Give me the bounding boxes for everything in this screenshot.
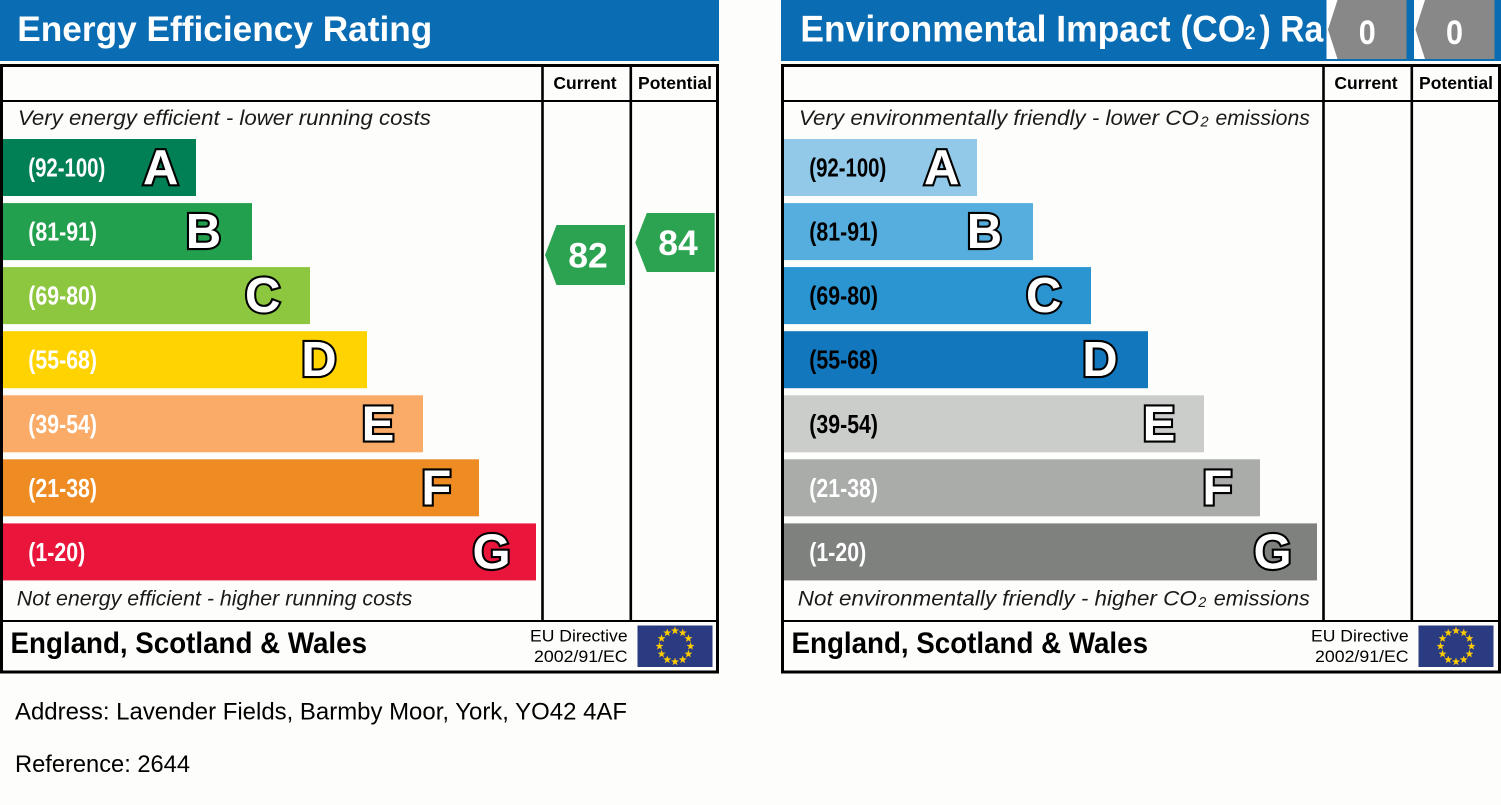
- svg-text:Address: Lavender Fields, Barm: Address: Lavender Fields, Barmby Moor, Y…: [15, 699, 627, 726]
- svg-text:(69-80): (69-80): [28, 281, 97, 311]
- svg-text:G: G: [1254, 525, 1292, 579]
- svg-text:EU Directive: EU Directive: [530, 626, 628, 645]
- svg-text:Current: Current: [1334, 73, 1397, 93]
- svg-text:F: F: [421, 461, 451, 515]
- svg-text:Potential: Potential: [1419, 73, 1493, 93]
- svg-text:C: C: [245, 269, 280, 323]
- svg-text:B: B: [967, 205, 1002, 259]
- svg-text:2: 2: [1200, 115, 1209, 131]
- svg-text:2002/91/EC: 2002/91/EC: [534, 647, 628, 666]
- svg-text:B: B: [186, 205, 221, 259]
- svg-text:) Ra: ) Ra: [1260, 8, 1324, 49]
- svg-text:(1-20): (1-20): [28, 537, 85, 567]
- svg-text:Current: Current: [553, 73, 616, 93]
- svg-text:(1-20): (1-20): [809, 537, 866, 567]
- svg-text:(39-54): (39-54): [28, 409, 97, 439]
- svg-text:G: G: [473, 525, 511, 579]
- svg-text:2: 2: [1197, 595, 1206, 611]
- svg-text:(21-38): (21-38): [809, 473, 878, 503]
- svg-text:emissions: emissions: [1216, 107, 1311, 130]
- svg-text:C: C: [1026, 269, 1061, 323]
- svg-text:(55-68): (55-68): [809, 345, 878, 375]
- svg-text:D: D: [1082, 333, 1117, 387]
- svg-text:Not energy efficient - higher: Not energy efficient - higher running co…: [17, 588, 413, 611]
- svg-text:Environmental Impact (CO: Environmental Impact (CO: [800, 8, 1245, 49]
- svg-text:Reference: 2644: Reference: 2644: [15, 751, 190, 778]
- svg-text:Very energy efficient - lower: Very energy efficient - lower running co…: [18, 107, 432, 130]
- svg-text:F: F: [1202, 461, 1232, 515]
- svg-text:(92-100): (92-100): [28, 153, 105, 183]
- svg-text:E: E: [1143, 397, 1176, 451]
- svg-text:EU Directive: EU Directive: [1311, 626, 1409, 645]
- svg-text:Potential: Potential: [638, 73, 712, 93]
- svg-text:(81-91): (81-91): [809, 217, 878, 247]
- svg-text:Energy Efficiency Rating: Energy Efficiency Rating: [17, 10, 432, 49]
- svg-text:Very environmentally friendly: Very environmentally friendly - lower CO: [799, 107, 1199, 130]
- svg-text:(55-68): (55-68): [28, 345, 97, 375]
- svg-text:England, Scotland & Wales: England, Scotland & Wales: [792, 627, 1149, 660]
- svg-text:A: A: [143, 141, 178, 195]
- svg-text:0: 0: [1446, 14, 1463, 52]
- svg-text:(39-54): (39-54): [809, 409, 878, 439]
- svg-text:(21-38): (21-38): [28, 473, 97, 503]
- svg-text:D: D: [301, 333, 336, 387]
- svg-text:(69-80): (69-80): [809, 281, 878, 311]
- svg-text:2002/91/EC: 2002/91/EC: [1315, 647, 1409, 666]
- svg-text:emissions: emissions: [1214, 588, 1311, 611]
- svg-text:82: 82: [568, 236, 608, 276]
- svg-text:England, Scotland & Wales: England, Scotland & Wales: [11, 627, 368, 660]
- svg-text:Not environmentally friendly -: Not environmentally friendly - higher CO: [798, 588, 1197, 611]
- svg-text:E: E: [362, 397, 395, 451]
- svg-text:(81-91): (81-91): [28, 217, 97, 247]
- svg-text:84: 84: [658, 223, 698, 263]
- svg-text:2: 2: [1245, 22, 1256, 44]
- svg-text:(92-100): (92-100): [809, 153, 886, 183]
- svg-text:0: 0: [1359, 14, 1376, 52]
- svg-text:A: A: [924, 141, 959, 195]
